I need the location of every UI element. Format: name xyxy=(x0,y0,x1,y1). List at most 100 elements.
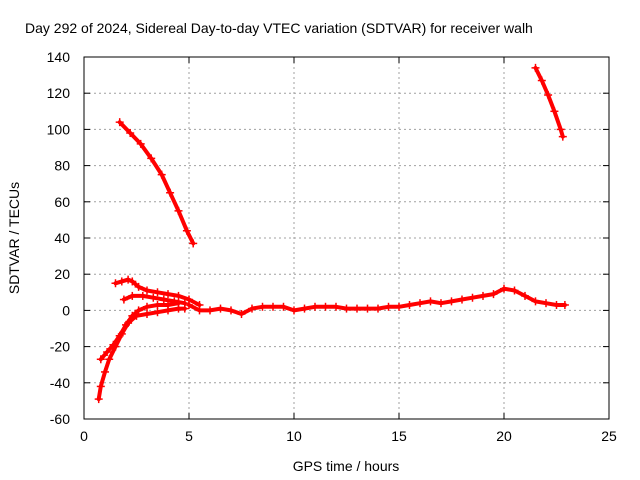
data-point xyxy=(248,304,256,313)
y-tick-label: 80 xyxy=(54,158,70,174)
data-point xyxy=(166,188,175,197)
data-point xyxy=(447,297,456,306)
data-point xyxy=(279,302,288,311)
data-point xyxy=(458,295,466,304)
axis-ticks xyxy=(83,56,610,420)
data-point xyxy=(170,297,179,306)
data-point xyxy=(109,340,118,349)
data-point xyxy=(157,170,166,179)
data-point xyxy=(119,295,128,304)
x-tick-label: 25 xyxy=(601,428,617,444)
data-point xyxy=(552,300,561,309)
data-point xyxy=(128,277,137,286)
data-point xyxy=(189,239,198,248)
x-tick-label: 10 xyxy=(286,428,302,444)
y-tick-label: -40 xyxy=(50,375,70,391)
data-point xyxy=(395,302,403,311)
data-point xyxy=(510,286,519,295)
data-point xyxy=(159,295,168,304)
y-tick-label: 140 xyxy=(47,49,71,65)
data-point xyxy=(143,310,151,319)
data-point xyxy=(115,118,124,127)
data-point xyxy=(216,304,225,313)
y-tick-label: 40 xyxy=(54,230,70,246)
series-track-4 xyxy=(96,299,183,364)
data-point xyxy=(105,355,114,364)
data-point xyxy=(426,297,435,306)
x-tick-label: 5 xyxy=(185,428,193,444)
data-point xyxy=(143,302,151,311)
data-point xyxy=(269,302,277,311)
data-point xyxy=(195,306,204,315)
data-point xyxy=(96,382,105,391)
data-point xyxy=(531,297,540,306)
series-track-1 xyxy=(115,118,198,248)
data-point xyxy=(206,306,214,315)
grid-lines xyxy=(84,57,609,419)
chart-title: Day 292 of 2024, Sidereal Day-to-day VTE… xyxy=(25,20,533,36)
data-point xyxy=(115,331,124,340)
data-point xyxy=(153,300,162,309)
data-point xyxy=(138,291,147,300)
data-point xyxy=(111,279,120,288)
y-tick-labels: -60 -40 -20 0 20 40 60 80 100 120 140 xyxy=(47,49,71,427)
data-point xyxy=(227,306,235,315)
y-tick-label: 60 xyxy=(54,194,70,210)
data-point xyxy=(134,306,143,315)
data-point xyxy=(558,132,567,141)
x-axis-label: GPS time / hours xyxy=(293,458,400,474)
data-point xyxy=(500,284,508,293)
data-point xyxy=(321,302,330,311)
data-point xyxy=(405,300,414,309)
series-line xyxy=(117,120,196,246)
data-point xyxy=(124,275,133,284)
data-point xyxy=(147,154,156,163)
series-track-7 xyxy=(185,284,569,319)
y-tick-label: 20 xyxy=(54,266,70,282)
data-point xyxy=(521,291,529,300)
data-point xyxy=(531,63,540,72)
data-point xyxy=(164,300,172,309)
data-point xyxy=(134,282,143,291)
data-point xyxy=(544,91,553,100)
data-point xyxy=(258,302,267,311)
data-point xyxy=(560,300,569,309)
data-point xyxy=(342,304,351,313)
data-point xyxy=(489,290,498,299)
data-point xyxy=(300,304,309,313)
series-line xyxy=(187,286,567,316)
data-point xyxy=(332,302,340,311)
data-point xyxy=(103,348,112,357)
series-layer xyxy=(94,63,569,404)
y-tick-label: 100 xyxy=(47,121,71,137)
y-tick-label: -60 xyxy=(50,411,70,427)
data-point xyxy=(122,320,130,329)
data-point xyxy=(153,288,162,297)
data-point xyxy=(363,304,372,313)
data-point xyxy=(479,291,487,300)
data-point xyxy=(182,226,191,235)
data-point xyxy=(537,76,546,85)
y-tick-label: 120 xyxy=(47,85,71,101)
data-point xyxy=(437,299,445,308)
data-point xyxy=(180,299,189,308)
data-point xyxy=(550,107,559,116)
x-tick-label: 0 xyxy=(80,428,88,444)
data-point xyxy=(468,293,477,302)
data-point xyxy=(174,206,183,215)
data-point xyxy=(126,129,135,138)
y-axis-label: SDTVAR / TECUs xyxy=(6,182,22,294)
x-tick-label: 20 xyxy=(496,428,512,444)
data-point xyxy=(96,355,105,364)
series-track-6 xyxy=(119,291,189,308)
data-point xyxy=(128,291,137,300)
series-line xyxy=(533,65,565,139)
data-point xyxy=(164,290,172,299)
x-tick-label: 15 xyxy=(391,428,407,444)
data-point xyxy=(542,299,550,308)
y-tick-label: -20 xyxy=(50,339,70,355)
data-point xyxy=(384,302,393,311)
data-point xyxy=(237,310,246,319)
data-point xyxy=(353,304,361,313)
